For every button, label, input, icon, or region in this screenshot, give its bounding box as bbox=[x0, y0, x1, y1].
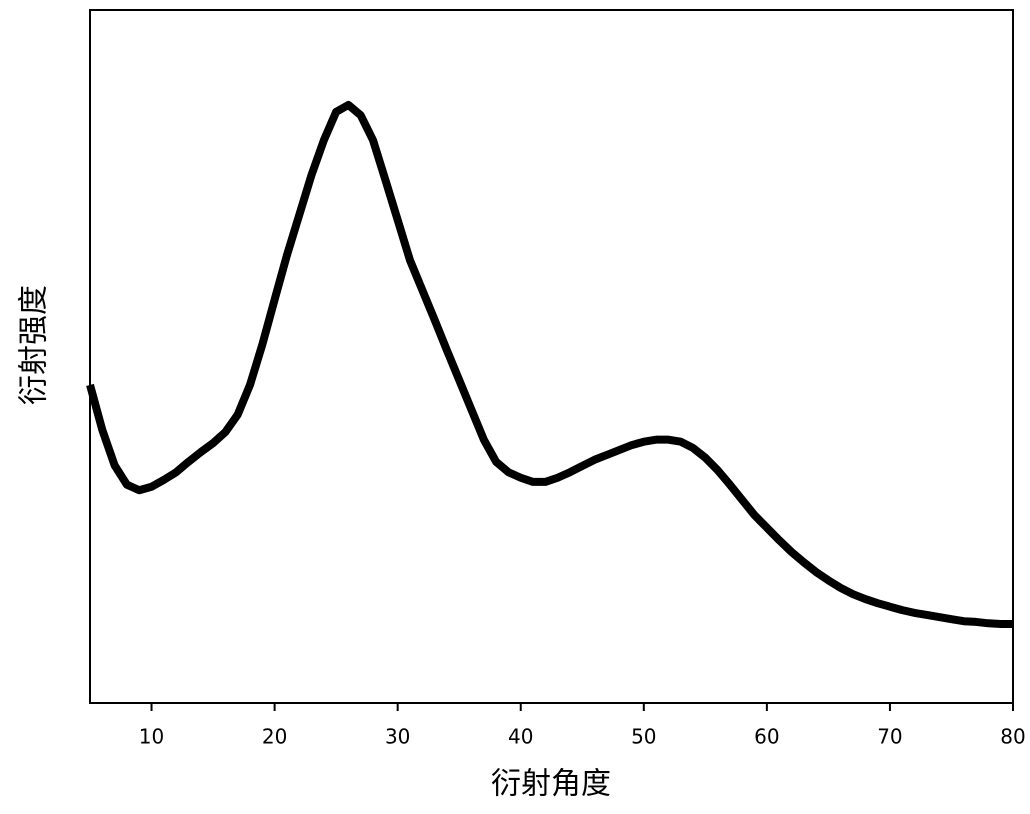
y-axis-title: 衍射强度 bbox=[17, 285, 52, 405]
data-line bbox=[86, 100, 1013, 628]
plot-frame bbox=[89, 9, 1014, 704]
x-tick-label: 80 bbox=[1000, 725, 1025, 749]
x-tick-label: 30 bbox=[385, 725, 410, 749]
x-axis-title: 衍射角度 bbox=[491, 767, 611, 802]
x-tick-label: 40 bbox=[508, 725, 533, 749]
x-tick-label: 20 bbox=[262, 725, 287, 749]
x-tick-label: 50 bbox=[631, 725, 656, 749]
x-tick-label: 10 bbox=[139, 725, 164, 749]
x-tick-label: 70 bbox=[877, 725, 902, 749]
x-tick-label: 60 bbox=[754, 725, 779, 749]
